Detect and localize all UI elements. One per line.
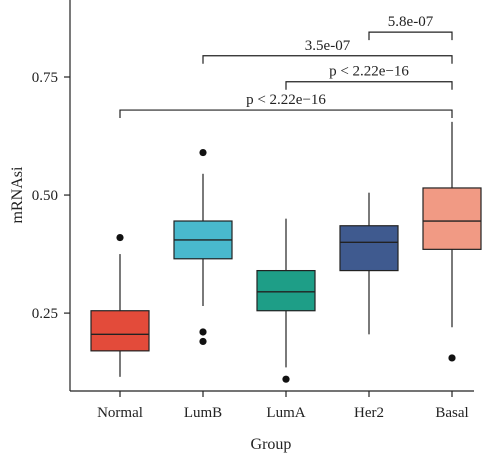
p-value-label: p < 2.22e−16: [329, 64, 409, 80]
comparison-bracket: 5.8e-07: [368, 14, 453, 41]
x-tick-label: LumB: [184, 405, 222, 421]
box-body: [339, 225, 399, 272]
x-tick-label: Normal: [97, 405, 143, 421]
boxes: [90, 121, 482, 383]
box-luma: [256, 218, 316, 383]
outlier-point: [282, 375, 290, 383]
comparison-bracket: 3.5e-07: [202, 38, 453, 64]
outlier-point: [199, 328, 207, 336]
bracket-line: [119, 109, 453, 119]
outlier-point: [116, 233, 124, 242]
p-value-label: p < 2.22e−16: [246, 92, 326, 108]
outlier-point: [199, 337, 207, 346]
bracket-line: [202, 55, 453, 64]
y-axis-title: mRNAsi: [9, 166, 26, 223]
box-body: [90, 310, 150, 352]
p-value-label: 5.8e-07: [388, 14, 434, 30]
x-tick-label: Her2: [354, 405, 384, 421]
box-her2: [339, 192, 399, 335]
box-basal: [422, 121, 482, 362]
x-axis-title: Group: [251, 436, 292, 453]
y-tick-label: 0.25: [32, 306, 58, 322]
x-tick-label: Basal: [435, 405, 468, 421]
y-ticks: 0.25 0.50 0.75: [32, 70, 70, 322]
bracket-line: [285, 81, 453, 90]
significance-brackets: 5.8e-07 3.5e-07 p < 2.22e−16p < 2.22e−16: [119, 14, 453, 119]
box-body: [422, 187, 482, 250]
box-lumb: [173, 148, 233, 346]
y-tick-label: 0.75: [32, 70, 58, 86]
x-ticks: Normal LumB LumA Her2 Basal: [97, 391, 469, 421]
bracket-line: [368, 31, 453, 41]
x-tick-label: LumA: [266, 405, 305, 421]
p-value-label: 3.5e-07: [305, 38, 351, 54]
box-normal: [90, 233, 150, 377]
outlier-point: [448, 354, 456, 362]
outlier-point: [199, 148, 207, 157]
box-body: [256, 269, 316, 312]
y-tick-label: 0.50: [32, 188, 58, 204]
comparison-bracket: p < 2.22e−16: [285, 64, 453, 90]
comparison-bracket: p < 2.22e−16: [119, 92, 453, 119]
